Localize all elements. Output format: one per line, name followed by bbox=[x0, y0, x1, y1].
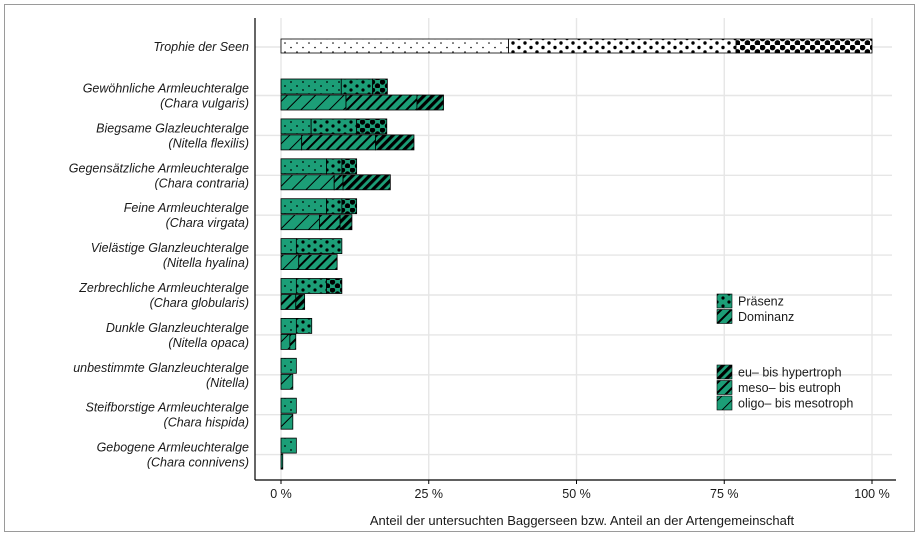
species-latin-name: (Chara virgata) bbox=[166, 216, 249, 230]
praesenz-bar-segment bbox=[280, 437, 297, 454]
dominanz-bar-segment bbox=[339, 214, 353, 231]
species-latin-name: (Nitella opaca) bbox=[168, 336, 249, 350]
praesenz-bar-segment bbox=[280, 118, 312, 135]
legend-label-trophie: eu– bis hypertroph bbox=[738, 366, 842, 380]
praesenz-bar-segment bbox=[295, 238, 343, 255]
legend-key-dominanz bbox=[716, 309, 733, 324]
species-latin-name: (Nitella) bbox=[206, 376, 249, 390]
x-axis: 0 % 25 % 50 % 75 % 100 % Anteil der untersuch… bbox=[254, 18, 896, 528]
praesenz-bar-segment bbox=[372, 78, 388, 95]
dominanz-bar-segment bbox=[342, 174, 391, 191]
trophie-bar-segment bbox=[508, 38, 737, 54]
dominanz-bar-segment bbox=[280, 453, 284, 470]
species-name: Feine Armleuchteralge bbox=[124, 201, 249, 215]
dominanz-bar-segment bbox=[375, 134, 415, 151]
trophie-bar-segment bbox=[735, 38, 873, 54]
species-latin-name: (Chara connivens) bbox=[147, 456, 249, 470]
species-name: unbestimmte Glanzleuchteralge bbox=[73, 361, 249, 375]
species-name: Gegensätzliche Armleuchteralge bbox=[69, 161, 249, 175]
dominanz-bar-segment bbox=[319, 214, 341, 231]
praesenz-bar-segment bbox=[356, 118, 388, 135]
praesenz-bar-segment bbox=[341, 158, 358, 175]
praesenz-bar-segment bbox=[280, 158, 327, 175]
dominanz-bar-segment bbox=[280, 174, 335, 191]
species-name: Vielästige Glanzleuchteralge bbox=[91, 241, 249, 255]
dominanz-bar-segment bbox=[280, 214, 320, 231]
species-latin-name: (Chara hispida) bbox=[164, 416, 249, 430]
dominanz-bar-segment bbox=[280, 413, 294, 430]
species-name: Gewöhnliche Armleuchteralge bbox=[83, 82, 249, 96]
dominanz-bar-segment bbox=[416, 94, 444, 111]
legend-label-trophie: meso– bis eutroph bbox=[738, 381, 841, 395]
dominanz-bar-segment bbox=[298, 254, 338, 271]
species-name: Biegsame Glazleuchteralge bbox=[96, 121, 249, 135]
praesenz-bar-segment bbox=[295, 278, 327, 294]
species-latin-name: (Nitella flexilis) bbox=[168, 136, 249, 150]
dominanz-bar-segment bbox=[301, 134, 376, 151]
trophie-label: Trophie der Seen bbox=[153, 40, 249, 54]
legend-key-trophie bbox=[716, 364, 733, 380]
praesenz-bar-segment bbox=[280, 78, 342, 95]
species-name: Gebogene Armleuchteralge bbox=[97, 441, 249, 455]
dominanz-bar-segment bbox=[280, 294, 297, 310]
legend-label-trophie: oligo– bis mesotroph bbox=[738, 397, 853, 411]
x-tick-label: 75 % bbox=[710, 487, 739, 501]
x-axis-title: Anteil der untersuchten Baggerseen bzw. … bbox=[370, 513, 795, 528]
dominanz-bar-segment bbox=[289, 333, 297, 350]
species-latin-name: (Nitella hyalina) bbox=[163, 256, 249, 270]
species-latin-name: (Chara vulgaris) bbox=[160, 97, 249, 111]
x-tick-label: 25 % bbox=[415, 487, 444, 501]
dominanz-bar-segment bbox=[280, 254, 300, 271]
dominanz-bar-segment bbox=[345, 94, 418, 111]
dominanz-bar-segment bbox=[280, 94, 347, 111]
x-tick-label: 0 % bbox=[270, 487, 292, 501]
legend-key-trophie bbox=[716, 395, 733, 411]
praesenz-bar-segment bbox=[280, 397, 297, 414]
chart-frame bbox=[4, 4, 915, 532]
praesenz-bar-segment bbox=[340, 78, 374, 95]
bars bbox=[280, 38, 873, 470]
dominanz-bar-segment bbox=[295, 294, 306, 310]
praesenz-bar-segment bbox=[326, 158, 343, 175]
species-latin-name: (Chara globularis) bbox=[150, 296, 249, 310]
legend-label-praesenz: Präsenz bbox=[738, 295, 784, 309]
dominanz-bar-segment bbox=[280, 373, 294, 390]
praesenz-bar-segment bbox=[295, 317, 313, 334]
species-name: Steifborstige Armleuchteralge bbox=[85, 401, 249, 415]
x-tick-label: 100 % bbox=[854, 487, 889, 501]
praesenz-bar-segment bbox=[280, 357, 297, 374]
dominanz-bar-segment bbox=[280, 134, 303, 151]
legend-key-trophie bbox=[716, 380, 733, 395]
species-name: Dunkle Glanzleuchteralge bbox=[106, 321, 249, 335]
species-name: Zerbrechliche Armleuchteralge bbox=[78, 281, 249, 295]
category-labels: Trophie der Seen Gewöhnliche Armleuchtera… bbox=[69, 40, 249, 470]
praesenz-bar-segment bbox=[280, 238, 297, 255]
praesenz-bar-segment bbox=[280, 198, 327, 215]
legend-label-dominanz: Dominanz bbox=[738, 310, 794, 324]
dominanz-bar-segment bbox=[333, 174, 344, 191]
praesenz-bar-segment bbox=[280, 278, 297, 294]
praesenz-bar-segment bbox=[326, 198, 343, 215]
praesenz-bar-segment bbox=[326, 278, 343, 294]
trophie-bar-segment bbox=[280, 38, 509, 54]
species-latin-name: (Chara contraria) bbox=[155, 176, 249, 190]
praesenz-bar-segment bbox=[280, 317, 297, 334]
dominanz-bar-segment bbox=[280, 333, 291, 350]
x-tick-label: 50 % bbox=[562, 487, 591, 501]
legend-key-praesenz bbox=[716, 293, 733, 309]
praesenz-bar-segment bbox=[341, 198, 358, 215]
praesenz-bar-segment bbox=[310, 118, 358, 135]
